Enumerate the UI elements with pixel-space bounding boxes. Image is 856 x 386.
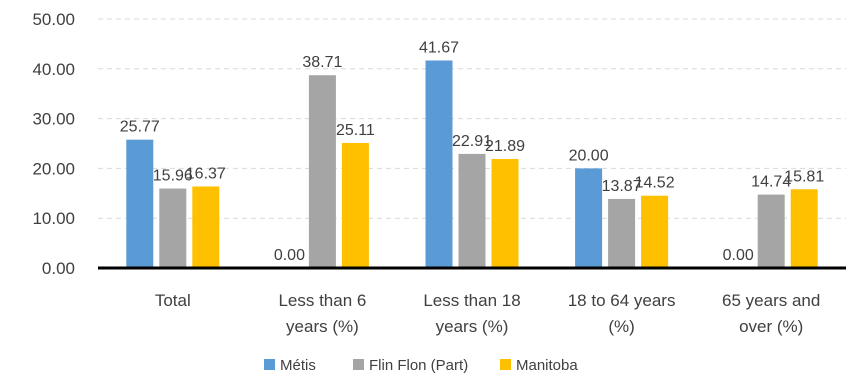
bar [159, 188, 187, 268]
data-label: 15.96 [153, 168, 193, 185]
data-labels: 25.7715.9616.370.0038.7125.1141.6722.912… [120, 39, 825, 264]
data-label: 13.87 [602, 178, 642, 195]
y-tick-label: 30.00 [32, 110, 75, 129]
legend-label: Métis [280, 357, 316, 374]
data-label: 25.77 [120, 119, 160, 136]
legend-label: Manitoba [516, 357, 578, 374]
y-axis-tick-labels: 0.00 10.00 20.00 30.00 40.00 50.00 [32, 10, 75, 278]
y-tick-label: 0.00 [42, 259, 75, 278]
x-axis-category-labels: Total Less than 6 years (%) Less than 18 yea… [155, 291, 821, 336]
data-label: 20.00 [569, 147, 609, 164]
data-label: 38.71 [302, 54, 342, 71]
bar [126, 139, 154, 268]
legend-item: Métis [264, 357, 316, 374]
bar [790, 189, 818, 268]
bar [341, 142, 369, 268]
legend-swatch [500, 359, 511, 370]
y-tick-label: 50.00 [32, 10, 75, 29]
category-label: Total [155, 291, 191, 310]
data-label: 25.11 [336, 122, 375, 139]
data-label: 16.37 [186, 165, 226, 182]
bars [126, 60, 818, 268]
data-label: 14.52 [635, 175, 675, 192]
y-tick-label: 40.00 [32, 60, 75, 79]
y-tick-label: 10.00 [32, 209, 75, 228]
data-label: 14.74 [751, 174, 791, 191]
bar [575, 168, 603, 268]
legend-item: Flin Flon (Part) [353, 357, 468, 374]
legend-swatch [264, 359, 275, 370]
data-label: 0.00 [723, 247, 754, 264]
bar [425, 60, 453, 268]
data-label: 22.91 [452, 133, 492, 150]
data-label: 15.81 [784, 168, 824, 185]
bar [608, 198, 636, 268]
bar [308, 75, 336, 268]
data-label: 0.00 [274, 247, 305, 264]
legend: Métis Flin Flon (Part) Manitoba [264, 357, 578, 374]
data-label: 21.89 [485, 138, 525, 155]
legend-item: Manitoba [500, 357, 578, 374]
category-label: 65 years and over (%) [722, 291, 820, 336]
category-label: 18 to 64 years (%) [568, 291, 676, 336]
category-label: Less than 6 years (%) [278, 291, 366, 336]
bar [641, 195, 669, 268]
bar [458, 153, 486, 268]
y-tick-label: 20.00 [32, 159, 75, 178]
data-label: 41.67 [419, 39, 459, 56]
bar [757, 194, 785, 268]
legend-label: Flin Flon (Part) [369, 357, 468, 374]
bar [491, 158, 519, 268]
legend-swatch [353, 359, 364, 370]
category-label: Less than 18 years (%) [423, 291, 520, 336]
bar [192, 186, 220, 268]
